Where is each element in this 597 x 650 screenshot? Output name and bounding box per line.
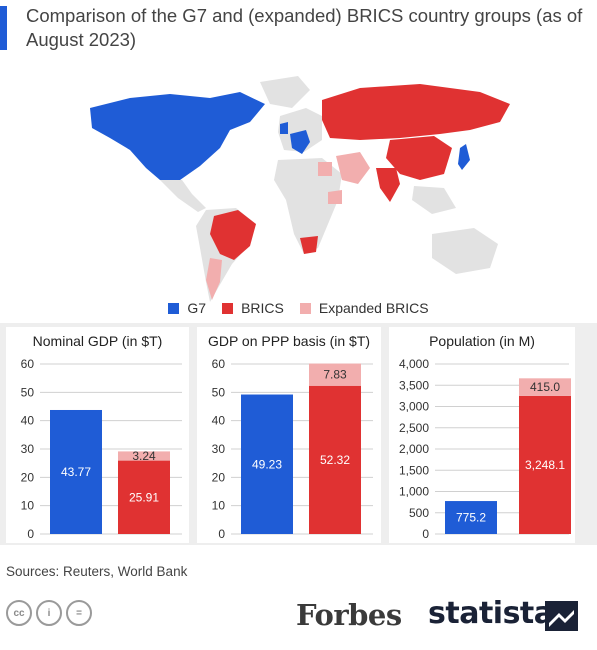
legend-item-expanded-brics: Expanded BRICS bbox=[299, 300, 429, 316]
y-tick-label: 10 bbox=[21, 499, 35, 513]
map-africa bbox=[274, 158, 342, 254]
map-australia bbox=[432, 228, 498, 274]
y-tick-label: 3,500 bbox=[399, 378, 429, 392]
map-europe bbox=[278, 108, 322, 152]
y-tick-label: 20 bbox=[21, 470, 35, 484]
map-china bbox=[386, 136, 452, 180]
y-tick-label: 30 bbox=[212, 442, 226, 456]
statista-logo-text[interactable]: statista bbox=[428, 596, 554, 631]
legend-label: BRICS bbox=[241, 300, 284, 316]
map-north-america bbox=[90, 92, 265, 180]
map-brazil bbox=[210, 210, 256, 260]
bar-expanded-brics bbox=[118, 451, 170, 461]
data-label-brics: 25.91 bbox=[129, 490, 159, 504]
map-central-america bbox=[160, 180, 206, 212]
chart-gdp-ppp: 0 10 20 30 40 50 60 49.23 52.32 7.83 bbox=[212, 357, 373, 541]
legend-label: G7 bbox=[187, 300, 207, 316]
data-label-g7: 775.2 bbox=[456, 511, 486, 525]
chart-panel-nominal-gdp: Nominal GDP (in $T) 0 10 20 30 40 50 60 43.77 25… bbox=[6, 327, 189, 543]
chart-panel-population: Population (in M) 0 500 1,000 1,500 2,000 2,5… bbox=[389, 327, 575, 543]
y-tick-label: 3,000 bbox=[399, 400, 429, 414]
data-label-brics: 52.32 bbox=[320, 453, 350, 467]
bar-g7 bbox=[445, 501, 497, 534]
world-map-icon bbox=[90, 76, 510, 302]
bar-g7 bbox=[50, 409, 102, 534]
chart-panel-gdp-ppp: GDP on PPP basis (in $T) 0 10 20 30 40 50 60 49… bbox=[197, 327, 381, 543]
legend-swatch-brics bbox=[222, 302, 234, 314]
chart-title: Population (in M) bbox=[429, 333, 535, 349]
no-derivatives-icon[interactable]: = bbox=[66, 600, 92, 626]
y-tick-label: 4,000 bbox=[399, 357, 429, 371]
chart-nominal-gdp: 0 10 20 30 40 50 60 43.77 25.91 3.24 bbox=[21, 357, 182, 541]
legend-item-g7: G7 bbox=[168, 300, 206, 316]
data-label-expanded-brics: 7.83 bbox=[323, 368, 347, 382]
legend-label: Expanded BRICS bbox=[318, 300, 429, 316]
map-uk bbox=[280, 122, 288, 134]
sources-note: Sources: Reuters, World Bank bbox=[6, 564, 188, 579]
page-title: Comparison of the G7 and (expanded) BRIC… bbox=[26, 5, 583, 50]
y-tick-label: 40 bbox=[212, 414, 226, 428]
bar-expanded-brics bbox=[519, 378, 571, 396]
y-tick-label: 0 bbox=[422, 527, 429, 541]
map-ethiopia bbox=[328, 190, 342, 204]
license-icons: cc i = bbox=[6, 600, 92, 626]
y-tick-label: 500 bbox=[409, 506, 429, 520]
bar-expanded-brics bbox=[309, 363, 361, 386]
cc-icon[interactable]: cc bbox=[6, 600, 32, 626]
chart-title: Nominal GDP (in $T) bbox=[32, 333, 163, 349]
y-tick-label: 2,500 bbox=[399, 421, 429, 435]
bar-brics bbox=[519, 395, 571, 534]
y-tick-label: 50 bbox=[212, 385, 226, 399]
y-tick-label: 60 bbox=[21, 357, 35, 371]
data-label-g7: 49.23 bbox=[252, 457, 282, 471]
data-label-brics: 3,248.1 bbox=[525, 458, 565, 472]
bar-brics bbox=[118, 460, 170, 534]
statista-logo-icon[interactable] bbox=[545, 601, 578, 631]
map-greenland bbox=[260, 76, 310, 108]
map-middle-east bbox=[336, 152, 370, 184]
bar-brics bbox=[309, 385, 361, 534]
y-tick-label: 50 bbox=[21, 385, 35, 399]
data-label-expanded-brics: 3.24 bbox=[132, 449, 156, 463]
attribution-icon[interactable]: i bbox=[36, 600, 62, 626]
map-south-africa bbox=[300, 236, 318, 254]
legend-swatch-g7 bbox=[168, 302, 180, 314]
map-japan bbox=[458, 144, 470, 170]
forbes-logo[interactable]: Forbes bbox=[296, 598, 402, 632]
data-label-expanded-brics: 415.0 bbox=[530, 380, 560, 394]
y-tick-label: 40 bbox=[21, 414, 35, 428]
data-label-g7: 43.77 bbox=[61, 465, 91, 479]
map-se-asia bbox=[412, 186, 456, 214]
y-tick-label: 10 bbox=[212, 499, 226, 513]
y-tick-label: 0 bbox=[218, 527, 225, 541]
bar-g7 bbox=[241, 394, 293, 534]
chart-title: GDP on PPP basis (in $T) bbox=[207, 333, 371, 349]
y-tick-label: 1,500 bbox=[399, 463, 429, 477]
map-france-germany-italy bbox=[290, 130, 310, 154]
legend-item-brics: BRICS bbox=[222, 300, 284, 316]
y-tick-label: 2,000 bbox=[399, 442, 429, 456]
chart-population: 0 500 1,000 1,500 2,000 2,500 3,000 3,500 4,000 7… bbox=[399, 357, 571, 541]
legend-swatch-expanded-brics bbox=[299, 302, 311, 314]
y-tick-label: 30 bbox=[21, 442, 35, 456]
y-tick-label: 20 bbox=[212, 470, 226, 484]
map-argentina bbox=[206, 258, 222, 300]
legend: G7 BRICS Expanded BRICS bbox=[0, 300, 597, 316]
y-tick-label: 1,000 bbox=[399, 485, 429, 499]
map-india bbox=[376, 168, 400, 202]
y-tick-label: 0 bbox=[27, 527, 34, 541]
title-accent-bar bbox=[0, 6, 7, 50]
y-tick-label: 60 bbox=[212, 357, 226, 371]
map-egypt bbox=[318, 162, 332, 176]
map-russia bbox=[322, 84, 510, 140]
